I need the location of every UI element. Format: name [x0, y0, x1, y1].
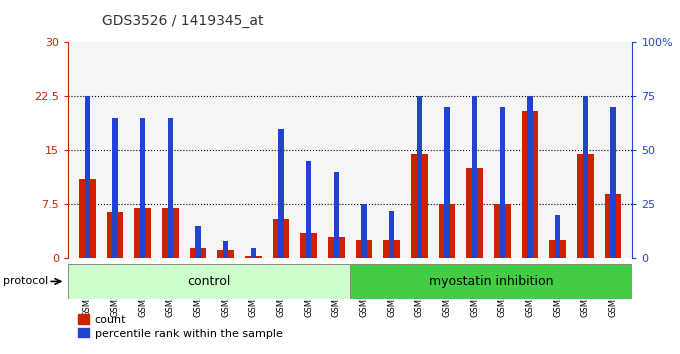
Bar [251, 248, 256, 258]
Bar [223, 241, 228, 258]
Bar [472, 97, 477, 258]
Bar [439, 205, 456, 258]
Bar [549, 240, 566, 258]
Bar [583, 97, 588, 258]
Bar [273, 219, 289, 258]
Bar [107, 212, 123, 258]
Bar [140, 118, 146, 258]
Legend: count, percentile rank within the sample: count, percentile rank within the sample [73, 310, 287, 343]
Bar [301, 233, 317, 258]
Bar [384, 240, 400, 258]
Bar [245, 256, 262, 258]
Bar [522, 111, 539, 258]
Text: GDS3526 / 1419345_at: GDS3526 / 1419345_at [102, 14, 264, 28]
Bar [328, 237, 345, 258]
Bar [577, 154, 594, 258]
Bar [356, 240, 373, 258]
Bar [444, 107, 449, 258]
Bar [112, 118, 118, 258]
Bar [79, 179, 96, 258]
Bar [528, 97, 532, 258]
Text: control: control [188, 275, 231, 288]
Bar [218, 250, 234, 258]
Text: protocol: protocol [3, 276, 49, 286]
Bar [135, 208, 151, 258]
Bar [494, 205, 511, 258]
Bar [417, 97, 422, 258]
Bar [278, 129, 284, 258]
Bar [162, 208, 179, 258]
Bar [466, 169, 483, 258]
Bar [334, 172, 339, 258]
Bar [306, 161, 311, 258]
Bar [195, 226, 201, 258]
FancyBboxPatch shape [350, 264, 632, 299]
Bar [168, 118, 173, 258]
Bar [85, 97, 90, 258]
Bar [190, 248, 206, 258]
Bar [361, 205, 367, 258]
Bar [411, 154, 428, 258]
FancyBboxPatch shape [68, 264, 350, 299]
Text: myostatin inhibition: myostatin inhibition [429, 275, 554, 288]
Bar [605, 194, 622, 258]
Bar [500, 107, 505, 258]
Bar [389, 211, 394, 258]
Bar [555, 215, 560, 258]
Bar [611, 107, 615, 258]
